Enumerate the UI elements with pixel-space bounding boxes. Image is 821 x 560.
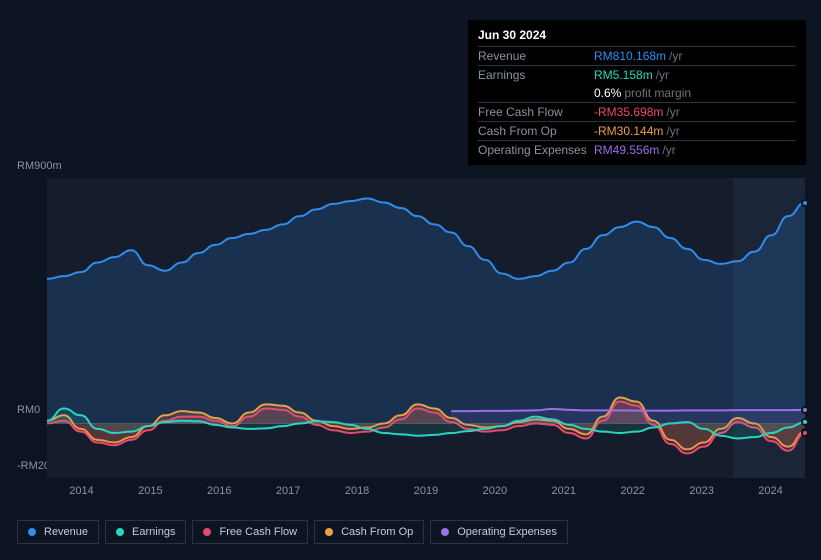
x-label: 2016 <box>185 485 254 497</box>
legend-label: Revenue <box>44 526 88 538</box>
tooltip-date: Jun 30 2024 <box>478 26 796 46</box>
legend-item[interactable]: Free Cash Flow <box>192 520 308 544</box>
tooltip-row: Cash From Op-RM30.144m/yr <box>478 121 796 140</box>
x-label: 2020 <box>460 485 529 497</box>
tooltip-value: -RM30.144m/yr <box>594 124 680 138</box>
x-label: 2021 <box>529 485 598 497</box>
tooltip-value: RM49.556m/yr <box>594 143 676 157</box>
tooltip-rows: RevenueRM810.168m/yrEarningsRM5.158m/yr0… <box>478 46 796 159</box>
tooltip-label: Free Cash Flow <box>478 105 594 119</box>
tooltip-value: 0.6%profit margin <box>594 86 691 100</box>
tooltip-row: RevenueRM810.168m/yr <box>478 46 796 65</box>
x-label: 2019 <box>392 485 461 497</box>
x-label: 2015 <box>116 485 185 497</box>
x-label: 2022 <box>598 485 667 497</box>
series-end-dot <box>801 406 809 414</box>
x-label: 2018 <box>323 485 392 497</box>
data-tooltip: Jun 30 2024 RevenueRM810.168m/yrEarnings… <box>468 20 806 165</box>
legend-item[interactable]: Earnings <box>105 520 186 544</box>
legend-dot-icon <box>28 528 36 536</box>
y-label: RM0 <box>17 404 40 416</box>
tooltip-row: EarningsRM5.158m/yr <box>478 65 796 84</box>
series-end-dot <box>801 418 809 426</box>
financial-chart: RM900mRM0-RM200m 20142015201620172018201… <box>17 160 805 500</box>
tooltip-label <box>478 86 594 100</box>
x-label: 2023 <box>667 485 736 497</box>
legend-label: Cash From Op <box>341 526 413 538</box>
legend-item[interactable]: Cash From Op <box>314 520 424 544</box>
legend-dot-icon <box>116 528 124 536</box>
tooltip-row: Operating ExpensesRM49.556m/yr <box>478 140 796 159</box>
x-label: 2014 <box>47 485 116 497</box>
tooltip-label: Earnings <box>478 68 594 82</box>
tooltip-label: Cash From Op <box>478 124 594 138</box>
legend-dot-icon <box>325 528 333 536</box>
y-label: RM900m <box>17 160 62 172</box>
series-end-dot <box>801 199 809 207</box>
legend-dot-icon <box>441 528 449 536</box>
chart-lines <box>47 178 805 478</box>
tooltip-value: RM5.158m/yr <box>594 68 669 82</box>
tooltip-label: Revenue <box>478 49 594 63</box>
legend-label: Operating Expenses <box>457 526 557 538</box>
tooltip-row: Free Cash Flow-RM35.698m/yr <box>478 102 796 121</box>
legend-label: Earnings <box>132 526 175 538</box>
tooltip-value: RM810.168m/yr <box>594 49 682 63</box>
x-label: 2017 <box>254 485 323 497</box>
tooltip-label: Operating Expenses <box>478 143 594 157</box>
series-end-dot <box>801 429 809 437</box>
tooltip-row: 0.6%profit margin <box>478 84 796 102</box>
legend-item[interactable]: Revenue <box>17 520 99 544</box>
x-label: 2024 <box>736 485 805 497</box>
legend: Revenue Earnings Free Cash Flow Cash From O… <box>17 520 568 544</box>
plot-area[interactable] <box>47 178 805 478</box>
legend-label: Free Cash Flow <box>219 526 297 538</box>
legend-dot-icon <box>203 528 211 536</box>
x-axis-labels: 2014201520162017201820192020202120222023… <box>47 485 805 497</box>
legend-item[interactable]: Operating Expenses <box>430 520 568 544</box>
tooltip-value: -RM35.698m/yr <box>594 105 680 119</box>
